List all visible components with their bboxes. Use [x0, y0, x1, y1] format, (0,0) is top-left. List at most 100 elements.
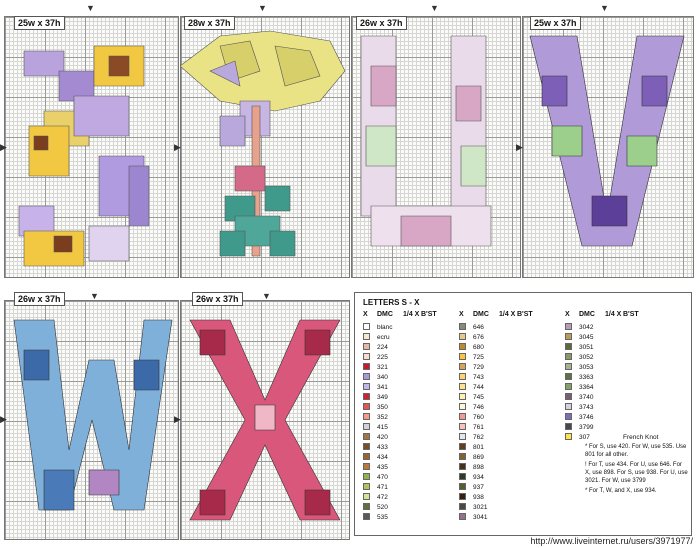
stitch-symbol-icon: [565, 402, 572, 410]
dmc-number: 3740: [579, 393, 594, 401]
note-1: * For S, use 420. For W, use 535. Use 80…: [585, 444, 687, 458]
chart-size-label-t: 28w x 37h: [184, 16, 235, 30]
stitch-symbol-icon: [363, 322, 370, 330]
stitch-symbol-icon: [459, 402, 466, 410]
dmc-number: 869: [473, 453, 484, 461]
stitch-symbol-icon: [459, 472, 466, 480]
legend-row: 472: [363, 492, 443, 502]
legend-row: ecru: [363, 332, 443, 342]
dmc-number: 3743: [579, 403, 594, 411]
dmc-number: 3364: [579, 383, 594, 391]
dmc-number: 646: [473, 323, 484, 331]
legend-row: 680: [459, 342, 539, 352]
stitch-symbol-icon: [565, 332, 572, 340]
legend-row: 3363: [565, 372, 673, 382]
stitch-symbol-icon: [363, 332, 370, 340]
legend-row: 3740: [565, 392, 673, 402]
stitch-symbol-icon: [363, 462, 370, 470]
legend-row: 321: [363, 362, 443, 372]
watermark-url: http://www.liveinternet.ru/users/3971977…: [528, 536, 695, 546]
dmc-number: 3021: [473, 503, 488, 511]
dmc-number: 349: [377, 393, 388, 401]
header-dmc: DMC: [579, 311, 595, 318]
stitch-symbol-icon: [459, 422, 466, 430]
legend-row: 801: [459, 442, 539, 452]
legend-row: 225: [363, 352, 443, 362]
stitch-symbol-icon: [459, 442, 466, 450]
legend-row: 435: [363, 462, 443, 472]
dmc-number: 760: [473, 413, 484, 421]
center-arrow-icon: ▶: [174, 142, 181, 152]
legend-row: 761: [459, 422, 539, 432]
legend-row: 433: [363, 442, 443, 452]
dmc-number: 3052: [579, 353, 594, 361]
header-bst: B'ST: [421, 311, 437, 318]
legend-row: 340: [363, 372, 443, 382]
dmc-number: 725: [473, 353, 484, 361]
stitch-symbol-icon: [363, 502, 370, 510]
legend-row: 3051: [565, 342, 673, 352]
legend-row: 3052: [565, 352, 673, 362]
stitch-symbol-icon: [565, 352, 572, 360]
legend-row: 744: [459, 382, 539, 392]
legend-row: 349: [363, 392, 443, 402]
header-dmc: DMC: [377, 311, 393, 318]
dmc-number: 434: [377, 453, 388, 461]
dmc-number: 746: [473, 403, 484, 411]
dmc-number: 898: [473, 463, 484, 471]
legend-notes: * For S, use 420. For W, use 535. Use 80…: [585, 443, 689, 497]
legend-row: 937: [459, 482, 539, 492]
chart-size-label-x: 26w x 37h: [192, 292, 243, 306]
dmc-number: 225: [377, 353, 388, 361]
stitch-symbol-icon: [459, 332, 466, 340]
legend-row: 745: [459, 392, 539, 402]
legend-row: 352: [363, 412, 443, 422]
header-x: X: [363, 311, 368, 318]
dmc-number: 762: [473, 433, 484, 441]
stitch-symbol-icon: [565, 322, 572, 330]
legend-row: 746: [459, 402, 539, 412]
stitch-symbol-icon: [459, 392, 466, 400]
dmc-number: 729: [473, 363, 484, 371]
dmc-number: 744: [473, 383, 484, 391]
stitch-symbol-icon: [363, 382, 370, 390]
stitch-symbol-icon: [363, 452, 370, 460]
legend-row: 520: [363, 502, 443, 512]
center-arrow-icon: ▼: [600, 3, 609, 13]
dmc-number: 352: [377, 413, 388, 421]
legend-column-3: X DMC 1/4 X B'ST 3042 3045 3051 3052 3053 3363 33…: [565, 311, 673, 442]
center-arrow-icon: ▶: [174, 414, 181, 424]
legend-row: 762: [459, 432, 539, 442]
dmc-number: 937: [473, 483, 484, 491]
legend-row: 898: [459, 462, 539, 472]
letter-t-motif: [180, 30, 346, 257]
stitch-symbol-icon: [459, 482, 466, 490]
legend-row: 3743: [565, 402, 673, 412]
dmc-number: blanc: [377, 323, 393, 331]
header-quarter: 1/4 X: [605, 311, 622, 318]
legend-row: 743: [459, 372, 539, 382]
dmc-number: 3799: [579, 423, 594, 431]
stitch-symbol-icon: [565, 372, 572, 380]
stitch-symbol-icon: [459, 492, 466, 500]
legend-column-1: X DMC 1/4 X B'ST blanc ecru 224 225 321 340 341 34…: [363, 311, 443, 522]
stitch-symbol-icon: [459, 322, 466, 330]
dmc-number: 3746: [579, 413, 594, 421]
header-x: X: [565, 311, 570, 318]
legend-row: 938: [459, 492, 539, 502]
note-3: * For T, W, and X, use 934.: [585, 488, 657, 494]
legend-row: 434: [363, 452, 443, 462]
dmc-number: 680: [473, 343, 484, 351]
stitch-symbol-icon: [459, 342, 466, 350]
legend-row: 3746: [565, 412, 673, 422]
legend-row: 760: [459, 412, 539, 422]
center-arrow-icon: ▼: [430, 3, 439, 13]
legend-row: 341: [363, 382, 443, 392]
chart-size-label-s: 25w x 37h: [14, 16, 65, 30]
legend-row: 3041: [459, 512, 539, 522]
stitch-symbol-icon: [459, 432, 466, 440]
legend-row: 725: [459, 352, 539, 362]
stitch-symbol-icon: [565, 392, 572, 400]
stitch-symbol-icon: [363, 392, 370, 400]
dmc-number: 433: [377, 443, 388, 451]
